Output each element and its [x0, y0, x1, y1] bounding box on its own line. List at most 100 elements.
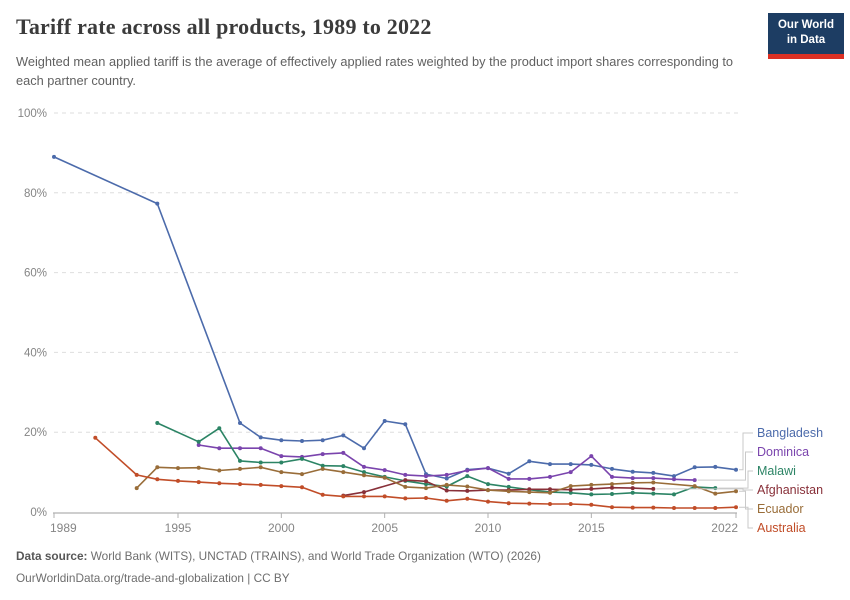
data-point[interactable] [465, 474, 470, 479]
data-point[interactable] [300, 472, 304, 477]
data-point[interactable] [527, 487, 532, 492]
legend-label-ecuador[interactable]: Ecuador [757, 502, 804, 516]
data-point[interactable] [734, 467, 738, 472]
data-point[interactable] [630, 490, 635, 495]
data-point[interactable] [93, 435, 98, 440]
data-point[interactable] [692, 484, 697, 489]
data-point[interactable] [258, 465, 263, 470]
data-point[interactable] [382, 475, 387, 480]
data-point[interactable] [568, 502, 573, 506]
data-point[interactable] [692, 506, 697, 510]
data-point[interactable] [589, 486, 594, 491]
data-point[interactable] [444, 476, 449, 481]
data-point[interactable] [630, 469, 635, 474]
data-point[interactable] [672, 506, 676, 510]
data-point[interactable] [589, 482, 594, 487]
data-point[interactable] [424, 474, 428, 479]
data-point[interactable] [403, 484, 408, 489]
data-point[interactable] [424, 482, 428, 487]
data-point[interactable] [444, 482, 449, 487]
data-point[interactable] [568, 462, 573, 467]
series-line-afghanistan[interactable] [343, 479, 654, 497]
data-point[interactable] [320, 438, 325, 443]
data-point[interactable] [300, 439, 304, 443]
data-point[interactable] [589, 502, 594, 507]
data-point[interactable] [610, 474, 614, 479]
data-point[interactable] [424, 496, 428, 500]
data-point[interactable] [155, 421, 160, 425]
data-point[interactable] [672, 474, 676, 479]
data-point[interactable] [238, 458, 242, 463]
data-point[interactable] [196, 465, 201, 470]
data-point[interactable] [424, 479, 428, 484]
data-point[interactable] [444, 472, 449, 477]
legend-label-bangladesh[interactable]: Bangladesh [757, 426, 823, 440]
data-point[interactable] [382, 494, 387, 499]
data-point[interactable] [134, 472, 139, 477]
data-point[interactable] [238, 446, 242, 451]
data-point[interactable] [341, 464, 346, 469]
data-point[interactable] [713, 486, 718, 491]
data-point[interactable] [734, 505, 738, 510]
data-point[interactable] [362, 470, 366, 475]
legend-label-dominica[interactable]: Dominica [757, 445, 809, 459]
data-point[interactable] [424, 486, 428, 491]
legend-label-australia[interactable]: Australia [757, 521, 806, 535]
data-point[interactable] [672, 492, 676, 497]
data-point[interactable] [589, 462, 594, 467]
data-point[interactable] [506, 501, 511, 506]
data-point[interactable] [238, 482, 242, 487]
data-point[interactable] [258, 435, 263, 440]
data-point[interactable] [672, 477, 676, 482]
data-point[interactable] [196, 439, 201, 444]
data-point[interactable] [527, 490, 532, 495]
data-point[interactable] [610, 492, 614, 496]
data-point[interactable] [630, 476, 635, 481]
data-point[interactable] [630, 505, 635, 510]
data-point[interactable] [362, 464, 366, 469]
data-point[interactable] [651, 486, 656, 491]
data-point[interactable] [651, 480, 656, 485]
data-point[interactable] [238, 421, 242, 425]
data-point[interactable] [527, 459, 532, 464]
data-point[interactable] [548, 502, 552, 506]
data-point[interactable] [610, 485, 614, 490]
data-point[interactable] [713, 506, 718, 510]
data-point[interactable] [589, 454, 594, 459]
data-point[interactable] [486, 488, 490, 493]
data-point[interactable] [320, 452, 325, 457]
data-point[interactable] [362, 446, 366, 451]
data-point[interactable] [486, 499, 490, 504]
data-point[interactable] [713, 491, 718, 496]
data-point[interactable] [692, 478, 697, 483]
data-point[interactable] [568, 487, 573, 492]
data-point[interactable] [444, 488, 449, 493]
data-point[interactable] [465, 484, 470, 489]
data-point[interactable] [279, 438, 284, 443]
data-point[interactable] [651, 505, 656, 510]
data-point[interactable] [527, 476, 532, 481]
data-point[interactable] [320, 466, 325, 471]
data-point[interactable] [300, 485, 304, 490]
data-point[interactable] [217, 468, 222, 473]
data-point[interactable] [134, 486, 139, 491]
license-link[interactable]: OurWorldinData.org/trade-and-globalizati… [16, 570, 290, 585]
data-point[interactable] [486, 482, 490, 487]
data-point[interactable] [155, 201, 160, 206]
data-point[interactable] [506, 484, 511, 489]
data-point[interactable] [403, 422, 408, 427]
data-point[interactable] [258, 460, 263, 465]
data-point[interactable] [217, 446, 222, 451]
data-point[interactable] [217, 481, 222, 486]
data-point[interactable] [279, 454, 284, 459]
data-point[interactable] [568, 490, 573, 495]
data-point[interactable] [341, 450, 346, 455]
data-point[interactable] [341, 494, 346, 499]
data-point[interactable] [217, 426, 222, 431]
data-point[interactable] [610, 482, 614, 487]
legend-label-afghanistan[interactable]: Afghanistan [757, 483, 823, 497]
data-point[interactable] [465, 468, 470, 473]
data-point[interactable] [465, 488, 470, 493]
data-point[interactable] [548, 490, 552, 495]
data-point[interactable] [196, 443, 201, 447]
